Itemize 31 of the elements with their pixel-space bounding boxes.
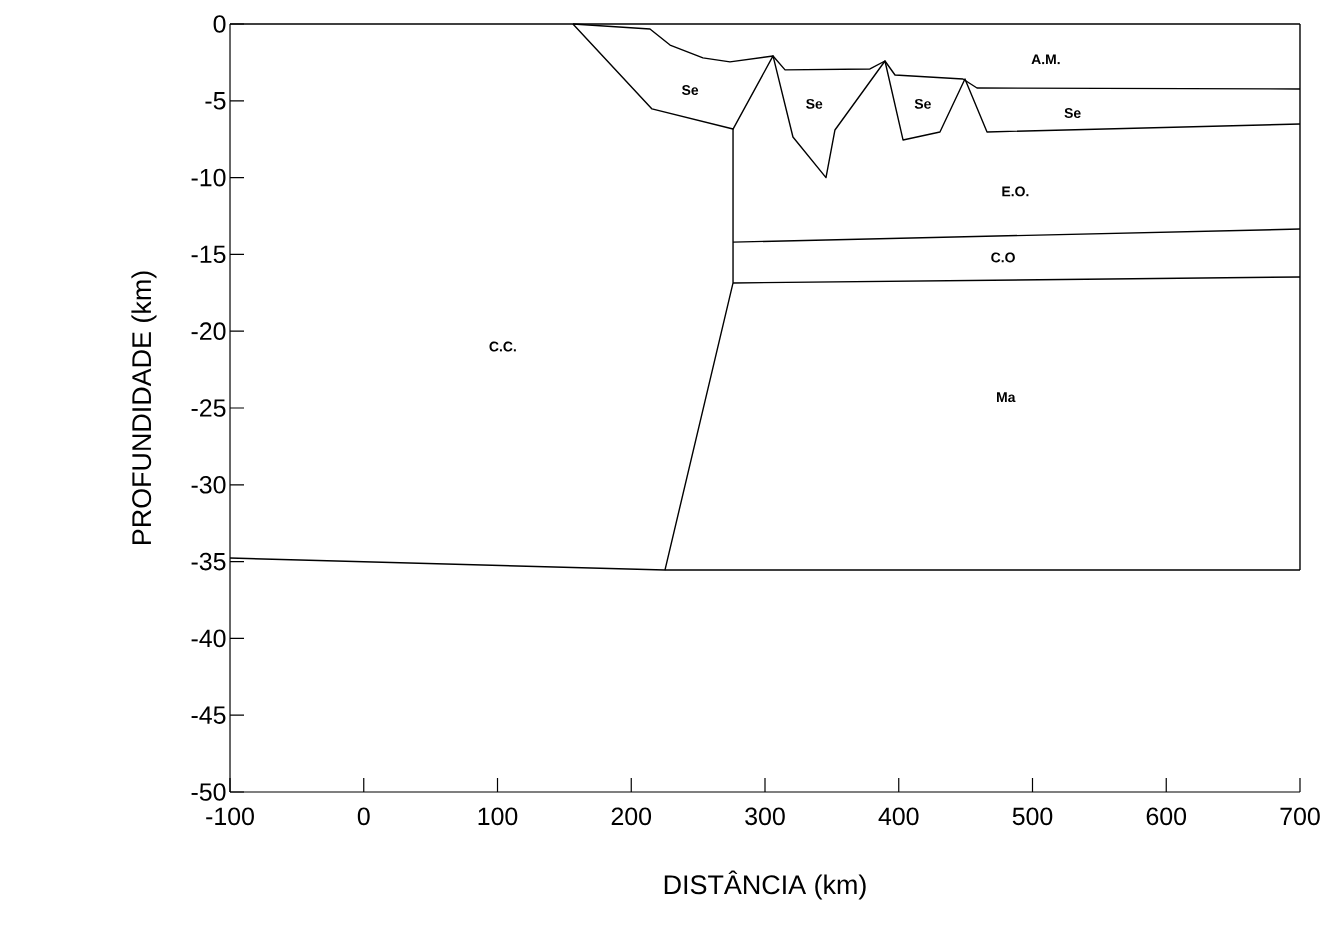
- x-tick-label: -100: [206, 807, 254, 826]
- y-tick-label: -20: [191, 322, 226, 341]
- annotation: Ma: [997, 392, 1016, 403]
- x-tick-label: 100: [478, 807, 518, 826]
- y-tick-label: -25: [191, 399, 226, 417]
- annotation: C.O: [991, 252, 1015, 263]
- y-tick-label: -15: [191, 245, 226, 264]
- x-tick-label: 200: [611, 807, 652, 826]
- y-tick-label: -45: [191, 706, 226, 724]
- y-tick-label: -5: [205, 92, 226, 110]
- y-tick-label: -30: [191, 475, 226, 494]
- y-axis-title: PROFUNDIDADE (km): [131, 271, 157, 545]
- annotation: Se: [806, 98, 823, 109]
- x-tick-label: 0: [357, 807, 370, 826]
- y-tick-label: 0: [213, 15, 226, 33]
- annotation: Se: [1064, 108, 1081, 119]
- y-tick-label: -10: [191, 168, 226, 187]
- x-tick-label: 500: [1012, 807, 1053, 826]
- x-tick-label: 700: [1280, 807, 1320, 826]
- annotation: Se: [914, 98, 931, 109]
- y-tick-label: -50: [191, 783, 226, 801]
- x-axis-title: DISTÂNCIA (km): [664, 870, 866, 900]
- y-tick-label: -35: [191, 552, 226, 571]
- annotation: E.O.: [1002, 186, 1029, 197]
- annotation: Se: [681, 85, 699, 95]
- annotation: C.C.: [489, 341, 516, 352]
- x-tick-label: 600: [1146, 807, 1187, 826]
- annotation: A.M.: [1031, 54, 1060, 65]
- x-tick-label: 400: [878, 807, 919, 826]
- x-tick-label: 300: [745, 807, 785, 826]
- y-tick-label: -40: [191, 629, 226, 648]
